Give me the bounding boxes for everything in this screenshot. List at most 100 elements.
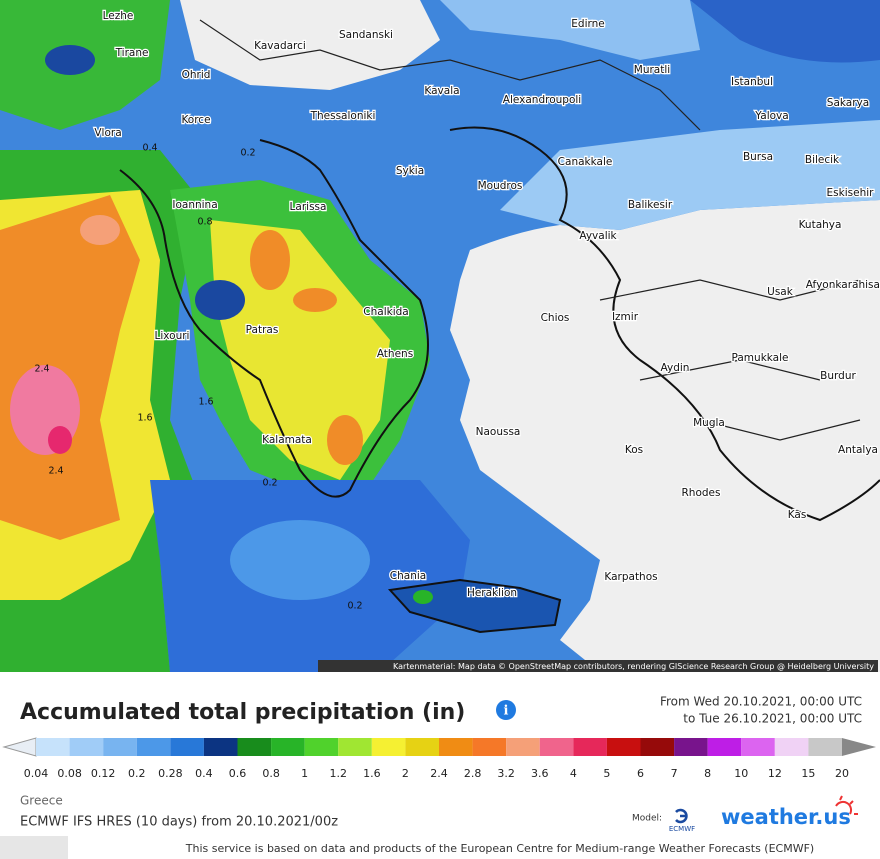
place-label: Naoussa [476, 426, 521, 438]
colorbar-swatch [707, 738, 742, 756]
colorbar-tick-label: 0.4 [195, 767, 213, 780]
colorbar-tick-label: 8 [704, 767, 711, 780]
place-label: Kas [788, 509, 807, 521]
colorbar-tick-label: 10 [734, 767, 748, 780]
colorbar-swatch [405, 738, 439, 756]
colorbar-swatch [573, 738, 607, 756]
place-label: Ayvalik [579, 230, 617, 242]
place-label: Heraklion [467, 587, 517, 599]
colorbar-swatch [371, 738, 406, 756]
colorbar-swatch [237, 738, 272, 756]
region: Greece [20, 794, 63, 808]
colorbar-tick-label: 12 [768, 767, 782, 780]
period-from: From Wed 20.10.2021, 00:00 UTC [660, 695, 862, 709]
colorbar-tick-label: 0.6 [229, 767, 247, 780]
contour-label: 1.6 [198, 397, 213, 408]
place-label: Kos [625, 444, 643, 456]
place-label: Lezhe [103, 10, 134, 22]
place-label: Lixouri [155, 330, 190, 342]
colorbar-swatch [338, 738, 372, 756]
colorbar-swatch [304, 738, 339, 756]
place-label: Korce [181, 114, 210, 126]
contour-label: 1.6 [137, 413, 152, 424]
colorbar-swatch [472, 738, 507, 756]
colorbar-swatch [36, 738, 70, 756]
colorbar-swatch [539, 738, 574, 756]
colorbar-tick-label: 20 [835, 767, 849, 780]
colorbar-tick-label: 2 [402, 767, 409, 780]
colorbar-tick-label: 15 [801, 767, 815, 780]
info-icon[interactable] [496, 700, 516, 720]
colorbar-tick-label: 0.12 [91, 767, 116, 780]
contour-label: 0.2 [240, 148, 255, 159]
period-to: to Tue 26.10.2021, 00:00 UTC [683, 712, 862, 726]
colorbar-tick-label: 1.2 [330, 767, 348, 780]
place-label: Muratli [634, 64, 670, 76]
place-label: Sakarya [827, 97, 869, 109]
colorbar-tick-label: 2.4 [430, 767, 448, 780]
place-label: Eskisehir [827, 187, 875, 199]
place-label: Edirne [571, 18, 604, 30]
colorbar-tick-label: 4 [570, 767, 577, 780]
contour-label: 0.4 [142, 143, 157, 154]
map: Lezhe Tirane Ohrid Korce Vlora Kavadarci Sanda… [0, 0, 880, 672]
model-label: Model: [632, 814, 662, 824]
colorbar-high-arrow [842, 738, 876, 756]
place-label: Bursa [743, 151, 773, 163]
colorbar-swatch [506, 738, 540, 756]
contour-label: 2.4 [34, 364, 49, 375]
colorbar-swatch [69, 738, 104, 756]
brand[interactable]: weather.us [721, 805, 851, 829]
contour-label: 0.8 [197, 217, 212, 228]
contour-label: 2.4 [48, 466, 63, 477]
map-attribution: Kartenmaterial: Map data © OpenStreetMap… [393, 662, 874, 671]
place-label: Patras [246, 324, 279, 336]
colorbar-tick-label: 3.6 [531, 767, 549, 780]
colorbar-tick-label: 0.04 [24, 767, 49, 780]
place-label: Izmir [612, 311, 639, 323]
model-logo: ECMWF [669, 825, 695, 833]
place-label: Afyonkarahisar [806, 279, 880, 291]
colorbar-swatch [741, 738, 775, 756]
contour-label: 0.2 [347, 601, 362, 612]
place-label: Alexandroupoli [503, 94, 581, 106]
legend-title: Accumulated total precipitation (in) [20, 700, 465, 725]
place-label: Kavadarci [254, 40, 306, 52]
colorbar-swatch [606, 738, 641, 756]
place-label: Moudros [478, 180, 523, 192]
place-label: Bilecik [805, 154, 840, 166]
colorbar-tick-label: 2.8 [464, 767, 482, 780]
colorbar-tick-label: 3.2 [497, 767, 515, 780]
colorbar-swatch [203, 738, 238, 756]
place-label: Antalya [838, 444, 878, 456]
place-label: Pamukkale [732, 352, 789, 364]
place-label: Karpathos [604, 571, 657, 583]
place-label: Usak [767, 286, 794, 298]
place-label: Ioannina [172, 199, 217, 211]
colorbar: 0.04 0.08 0.12 0.2 0.28 0.4 0.6 0.8 1 1.2 1.6 2 2.4 2… [24, 738, 849, 780]
place-label: Mugla [693, 417, 725, 429]
colorbar-swatch [808, 738, 842, 756]
place-label: Thessaloniki [310, 110, 376, 122]
place-label: Canakkale [558, 156, 613, 168]
place-label: Sykia [396, 165, 424, 177]
place-label: Kavala [424, 85, 459, 97]
colorbar-tick-label: 0.08 [57, 767, 82, 780]
colorbar-tick-label: 0.2 [128, 767, 146, 780]
place-label: Chalkida [363, 306, 408, 318]
colorbar-low-arrow [2, 737, 37, 757]
contour-label: 0.2 [262, 478, 277, 489]
model-run: ECMWF IFS HRES (10 days) from 20.10.2021… [20, 815, 338, 830]
place-label: Chania [390, 570, 426, 582]
place-label: Chios [541, 312, 570, 324]
colorbar-swatch [170, 738, 204, 756]
place-label: Istanbul [731, 76, 773, 88]
colorbar-swatch [774, 738, 809, 756]
colorbar-swatch [640, 738, 675, 756]
place-label: Balikesir [628, 199, 673, 211]
place-label: Kalamata [262, 434, 312, 446]
colorbar-tick-label: 6 [637, 767, 644, 780]
place-label: Larissa [290, 201, 327, 213]
colorbar-tick-label: 7 [671, 767, 678, 780]
colorbar-tick-label: 5 [603, 767, 610, 780]
